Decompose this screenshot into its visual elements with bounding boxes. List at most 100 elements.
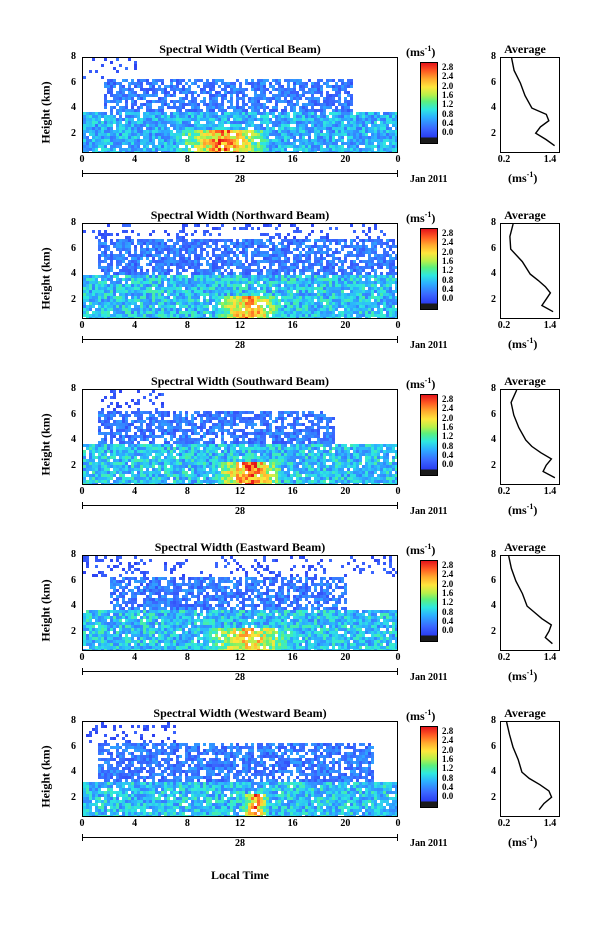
heatmap-cell: [182, 230, 185, 233]
heatmap-cell: [101, 281, 104, 284]
heatmap-cell: [83, 142, 86, 145]
heatmap-cell: [95, 299, 98, 302]
heatmap-cell: [305, 308, 308, 311]
heatmap-cell: [359, 314, 362, 317]
heatmap-cell: [110, 275, 113, 278]
heatmap-cell: [302, 130, 305, 133]
heatmap-cell: [299, 272, 302, 275]
heatmap-cell: [218, 239, 221, 242]
colorbar-tick-label: 2.0: [442, 80, 454, 91]
heatmap-cell: [95, 456, 98, 459]
heatmap-cell: [200, 272, 203, 275]
heatmap-cell: [230, 139, 233, 142]
heatmap-cell: [272, 127, 275, 130]
heatmap-cell: [101, 139, 104, 142]
heatmap-cell: [257, 133, 260, 136]
heatmap-cell: [206, 145, 209, 148]
heatmap-cell: [104, 287, 107, 290]
heatmap-cell: [245, 88, 248, 91]
heatmap-cell: [290, 290, 293, 293]
heatmap-cell: [134, 311, 137, 314]
heatmap-cell: [182, 281, 185, 284]
heatmap-cell: [365, 127, 368, 130]
heatmap-cell: [341, 115, 344, 118]
heatmap-cell: [95, 302, 98, 305]
heatmap-cell: [269, 278, 272, 281]
heatmap-cell: [383, 133, 386, 136]
heatmap-cell: [284, 121, 287, 124]
heatmap-cell: [323, 127, 326, 130]
heatmap-cell: [257, 281, 260, 284]
heatmap-cell: [254, 311, 257, 314]
heatmap-cell: [170, 121, 173, 124]
heatmap-cell: [308, 260, 311, 263]
heatmap-cell: [173, 314, 176, 317]
heatmap-cell: [263, 290, 266, 293]
heatmap-cell: [260, 314, 263, 317]
heatmap-cell: [224, 290, 227, 293]
heatmap-cell: [221, 142, 224, 145]
heatmap-cell: [389, 317, 392, 318]
heatmap-cell: [272, 139, 275, 142]
heatmap-cell: [323, 305, 326, 308]
heatmap-cell: [338, 121, 341, 124]
heatmap-cell: [167, 317, 170, 318]
heatmap-cell: [383, 284, 386, 287]
heatmap-cell: [179, 236, 182, 239]
heatmap-cell: [215, 269, 218, 272]
heatmap-cell: [272, 272, 275, 275]
heatmap-cell: [275, 136, 278, 139]
heatmap-cell: [347, 272, 350, 275]
heatmap-cell: [305, 133, 308, 136]
heatmap-cell: [368, 290, 371, 293]
heatmap-cell: [119, 471, 122, 474]
heatmap-cell: [365, 284, 368, 287]
heatmap-cell: [320, 263, 323, 266]
heatmap-cell: [323, 112, 326, 115]
heatmap-cell: [263, 79, 266, 82]
heatmap-cell: [335, 257, 338, 260]
heatmap-cell: [359, 269, 362, 272]
heatmap-cell: [338, 260, 341, 263]
heatmap-cell: [344, 103, 347, 106]
heatmap-cell: [344, 311, 347, 314]
heatmap-cell: [284, 266, 287, 269]
heatmap-cell: [104, 148, 107, 151]
heatmap-cell: [113, 136, 116, 139]
heatmap-cell: [368, 121, 371, 124]
heatmap-cell: [377, 115, 380, 118]
heatmap-cell: [209, 112, 212, 115]
heatmap-cell: [392, 148, 395, 151]
heatmap-cell: [119, 94, 122, 97]
heatmap-cell: [170, 251, 173, 254]
heatmap-cell: [182, 305, 185, 308]
heatmap-cell: [164, 136, 167, 139]
heatmap-cell: [95, 290, 98, 293]
heatmap-cell: [137, 299, 140, 302]
y-tick-label: 6: [71, 242, 76, 254]
heatmap-cell: [320, 266, 323, 269]
heatmap-cell: [125, 242, 128, 245]
heatmap-cell: [143, 94, 146, 97]
heatmap-cell: [131, 103, 134, 106]
heatmap-cell: [395, 112, 397, 115]
heatmap-cell: [230, 311, 233, 314]
heatmap-cell: [119, 299, 122, 302]
heatmap-cell: [347, 106, 350, 109]
heatmap-cell: [242, 91, 245, 94]
heatmap-cell: [377, 133, 380, 136]
heatmap-cell: [179, 254, 182, 257]
heatmap-cell: [209, 115, 212, 118]
heatmap-cell: [128, 145, 131, 148]
heatmap-cell: [194, 100, 197, 103]
heatmap-cell: [305, 281, 308, 284]
heatmap-cell: [209, 296, 212, 299]
heatmap-cell: [359, 278, 362, 281]
heatmap-cell: [362, 290, 365, 293]
heatmap-cell: [308, 88, 311, 91]
heatmap-cell: [176, 148, 179, 151]
heatmap-cell: [179, 151, 182, 152]
heatmap-cell: [83, 314, 86, 317]
heatmap-cell: [134, 444, 137, 447]
heatmap-cell: [338, 91, 341, 94]
